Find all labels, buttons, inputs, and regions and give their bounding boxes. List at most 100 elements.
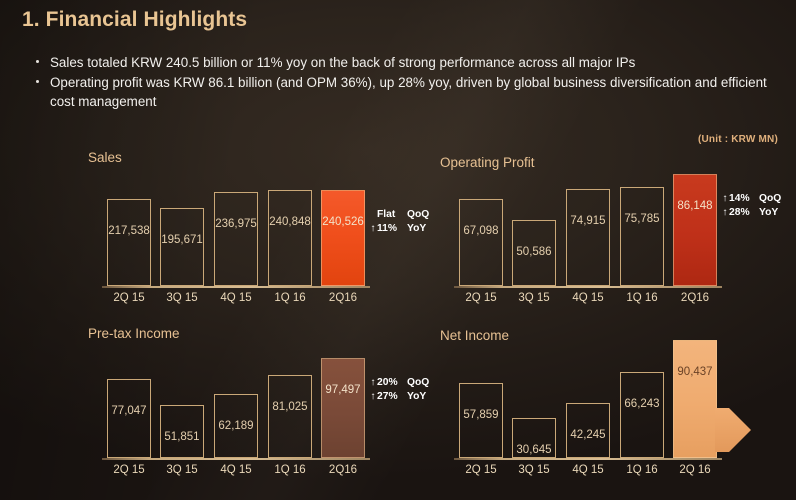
bar[interactable] xyxy=(620,372,664,458)
category-label: 4Q 15 xyxy=(220,292,252,304)
change-period: YoY xyxy=(407,390,427,402)
bar[interactable] xyxy=(214,192,258,286)
bar[interactable] xyxy=(214,394,258,458)
change-period: QoQ xyxy=(759,193,782,204)
bar-value-label: 42,245 xyxy=(570,429,606,441)
chart-sales: Sales 217,538 2Q 15 195,671 3Q 15 236,975 4Q 1… xyxy=(88,0,460,500)
change-annotation-row: ↑28% YoY xyxy=(721,206,781,220)
bar[interactable] xyxy=(321,358,365,458)
trend-up-arrow-icon: ↑ xyxy=(370,390,376,402)
bar-value-label: 50,586 xyxy=(516,246,552,258)
bar[interactable] xyxy=(566,189,610,286)
bar-value-label: 240,526 xyxy=(322,216,364,228)
axis-baseline xyxy=(454,286,722,288)
bar-value-label: 90,437 xyxy=(677,366,713,378)
bar-value-label: 195,671 xyxy=(161,234,203,246)
category-label: 3Q 15 xyxy=(518,292,550,304)
category-label: 1Q 16 xyxy=(274,292,306,304)
category-label: 2Q 15 xyxy=(465,464,497,476)
bar-value-label: 217,538 xyxy=(108,225,150,237)
category-label: 4Q 15 xyxy=(572,292,604,304)
category-label: 2Q 16 xyxy=(679,464,711,476)
change-annotation-row: ↑27% YoY xyxy=(369,390,429,404)
bar-value-label: 75,785 xyxy=(624,213,660,225)
category-label: 1Q 16 xyxy=(626,464,658,476)
bar[interactable] xyxy=(107,379,151,458)
category-label: 3Q 15 xyxy=(166,292,198,304)
change-period: YoY xyxy=(407,222,427,234)
trend-up-arrow-icon: ↑ xyxy=(722,193,728,204)
trend-up-arrow-icon: ↑ xyxy=(370,222,376,234)
change-annotation-row: Flat QoQ xyxy=(369,208,429,222)
bar[interactable] xyxy=(512,220,556,286)
category-label: 3Q 15 xyxy=(166,464,198,476)
chart-title: Net Income xyxy=(440,328,510,343)
category-label: 2Q 15 xyxy=(113,464,145,476)
axis-baseline xyxy=(102,286,370,288)
change-annotation: ↑14% QoQ ↑28% YoY xyxy=(721,192,781,219)
chart-operating-profit: Operating Profit 67,098 2Q 15 50,586 3Q 15 74… xyxy=(440,0,796,500)
bullet-dot-icon xyxy=(36,60,40,64)
change-annotation: ↑20% QoQ ↑27% YoY xyxy=(369,376,429,403)
page-title: 1. Financial Highlights xyxy=(22,8,248,31)
bullet-dot-icon xyxy=(36,80,40,84)
bar[interactable] xyxy=(268,375,312,458)
category-label: 1Q 16 xyxy=(626,292,658,304)
change-period: QoQ xyxy=(407,209,430,220)
change-annotation-row: ↑20% QoQ xyxy=(369,376,429,390)
category-label: 3Q 15 xyxy=(518,464,550,476)
list-item: Operating profit was KRW 86.1 billion (a… xyxy=(34,73,790,111)
category-label: 2Q 15 xyxy=(465,292,497,304)
bar[interactable] xyxy=(107,199,151,286)
change-value: Flat xyxy=(377,209,396,220)
change-period: QoQ xyxy=(407,377,430,388)
bar[interactable] xyxy=(673,340,717,458)
bar[interactable] xyxy=(673,174,717,286)
bar-value-label: 62,189 xyxy=(218,420,254,432)
bar[interactable] xyxy=(620,187,664,286)
category-label: 2Q 15 xyxy=(113,292,145,304)
change-annotation: Flat QoQ ↑11% YoY xyxy=(369,208,429,235)
bar-value-label: 77,047 xyxy=(111,405,147,417)
chart-title: Sales xyxy=(88,150,122,165)
bar-value-label: 97,497 xyxy=(325,384,361,396)
bar[interactable] xyxy=(160,208,204,286)
category-label: 4Q 15 xyxy=(572,464,604,476)
category-label: 2Q16 xyxy=(328,464,358,476)
bar-value-label: 81,025 xyxy=(272,401,308,413)
bar-value-label: 86,148 xyxy=(677,200,713,212)
bar-value-label: 51,851 xyxy=(164,431,200,443)
bar-value-label: 30,645 xyxy=(516,444,552,456)
bar-value-label: 240,848 xyxy=(269,216,311,228)
category-label: 4Q 15 xyxy=(220,464,252,476)
unit-label: (Unit : KRW MN) xyxy=(697,134,778,145)
change-annotation-row: ↑14% QoQ xyxy=(721,192,781,206)
change-value: 28% xyxy=(729,206,750,218)
right-arrow-icon xyxy=(715,408,753,456)
highlights-bullet-list: Sales totaled KRW 240.5 billion or 11% y… xyxy=(34,53,790,112)
chart-pre-tax-income: Pre-tax Income 77,047 2Q 15 51,851 3Q 15 62,1… xyxy=(88,0,460,500)
category-label: 2Q16 xyxy=(680,292,710,304)
bar[interactable] xyxy=(459,199,503,286)
bar-value-label: 57,859 xyxy=(463,409,499,421)
change-value: 27% xyxy=(377,390,398,402)
trend-up-arrow-icon: ↑ xyxy=(722,206,728,218)
bar[interactable] xyxy=(512,418,556,458)
trend-up-arrow-icon: ↑ xyxy=(370,377,376,388)
change-annotation-row: ↑11% YoY xyxy=(369,222,429,236)
chart-net-income: Net Income 57,859 2Q 15 30,645 3Q 15 42,245 4Q… xyxy=(440,0,796,500)
change-period: YoY xyxy=(759,206,779,218)
bullet-text: Sales totaled KRW 240.5 billion or 11% y… xyxy=(50,55,636,70)
category-label: 1Q 16 xyxy=(274,464,306,476)
bar[interactable] xyxy=(459,383,503,458)
change-value: 14% xyxy=(729,193,750,204)
axis-baseline xyxy=(102,458,370,460)
bar[interactable] xyxy=(160,405,204,458)
bar[interactable] xyxy=(321,190,365,286)
bar[interactable] xyxy=(566,403,610,458)
category-label: 2Q16 xyxy=(328,292,358,304)
chart-title: Pre-tax Income xyxy=(88,326,180,341)
change-value: 20% xyxy=(377,377,398,388)
bar[interactable] xyxy=(268,190,312,286)
